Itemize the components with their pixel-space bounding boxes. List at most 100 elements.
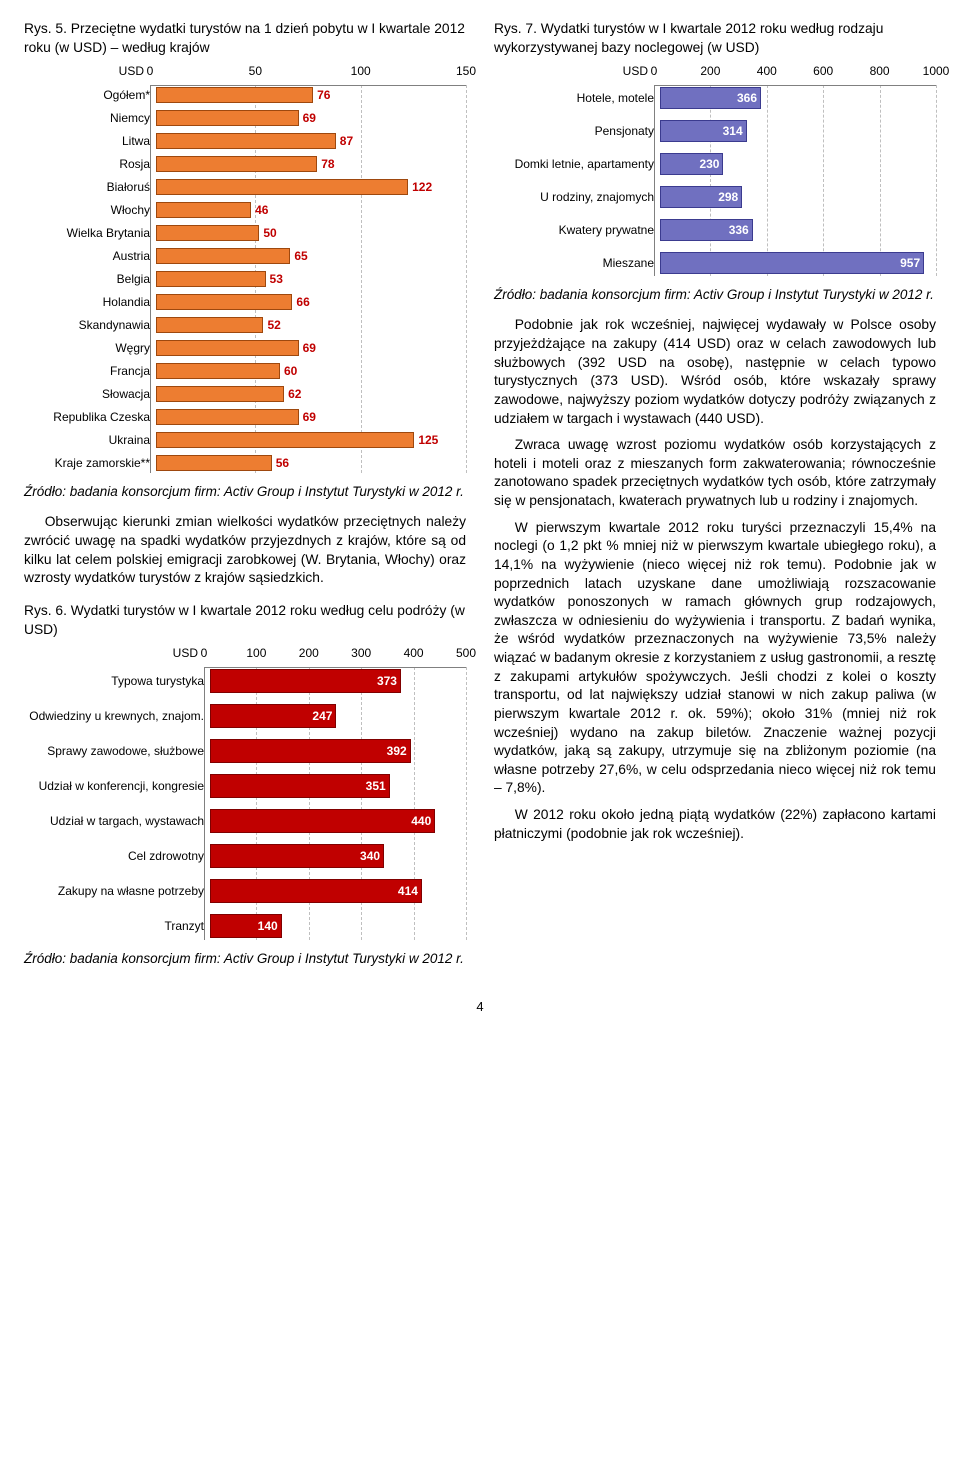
- bar-value-label: 50: [263, 225, 276, 241]
- bar: [156, 432, 414, 448]
- fig6-source: Źródło: badania konsorcjum firm: Activ G…: [24, 950, 466, 968]
- bar-row: Austria 65: [24, 246, 466, 266]
- bar-row: Zakupy na własne potrzeby414: [24, 877, 466, 905]
- bar-category-label: Ogółem*: [24, 89, 156, 102]
- bar-row: Udział w targach, wystawach440: [24, 807, 466, 835]
- bar-row: Rosja 78: [24, 154, 466, 174]
- bar: [210, 739, 411, 763]
- tick-label: 0: [201, 645, 208, 661]
- bar-category-label: Ukraina: [24, 434, 156, 447]
- bar-category-label: Austria: [24, 250, 156, 263]
- bar-row: Typowa turystyka373: [24, 667, 466, 695]
- bar-value-label: 392: [387, 743, 407, 759]
- bar-row: Hotele, motele 366: [494, 85, 936, 111]
- bar-row: Odwiedziny u krewnych, znajom.247: [24, 702, 466, 730]
- bar-value-label: 69: [303, 409, 316, 425]
- bar-category-label: Francja: [24, 365, 156, 378]
- bar-row: Sprawy zawodowe, służbowe 392: [24, 737, 466, 765]
- bar-value-label: 66: [296, 294, 309, 310]
- bar-row: Tranzyt 140: [24, 912, 466, 940]
- page-number: 4: [24, 998, 936, 1016]
- bar-value-label: 351: [366, 778, 386, 794]
- bar-category-label: Sprawy zawodowe, służbowe: [24, 745, 210, 758]
- right-para1: Podobnie jak rok wcześniej, najwięcej wy…: [494, 316, 936, 428]
- bar-category-label: Udział w targach, wystawach: [24, 815, 210, 828]
- bar-value-label: 78: [321, 156, 334, 172]
- bar: [156, 202, 251, 218]
- bar-category-label: Belgia: [24, 273, 156, 286]
- bar-category-label: Białoruś: [24, 181, 156, 194]
- bar-value-label: 122: [412, 179, 432, 195]
- bar-category-label: Hotele, motele: [494, 92, 660, 105]
- bar-row: Ogółem*76: [24, 85, 466, 105]
- bar-value-label: 53: [270, 271, 283, 287]
- bar-category-label: Wielka Brytania: [24, 227, 156, 240]
- bar-category-label: Niemcy: [24, 112, 156, 125]
- bar-value-label: 366: [737, 90, 757, 106]
- tick-label: 0: [147, 63, 154, 79]
- bar-row: U rodziny, znajomych298: [494, 184, 936, 210]
- bar-row: Ukraina 125: [24, 430, 466, 450]
- bar-value-label: 69: [303, 110, 316, 126]
- bar-category-label: Udział w konferencji, kongresie: [24, 780, 210, 793]
- bar-value-label: 56: [276, 455, 289, 471]
- bar-row: Kraje zamorskie**56: [24, 453, 466, 473]
- bar-category-label: Cel zdrowotny: [24, 850, 210, 863]
- bar: [156, 225, 259, 241]
- bar-category-label: Węgry: [24, 342, 156, 355]
- bar: [156, 110, 299, 126]
- axis-label: USD: [623, 63, 654, 79]
- bar-category-label: Rosja: [24, 158, 156, 171]
- bar-row: Belgia 53: [24, 269, 466, 289]
- right-para3: W pierwszym kwartale 2012 roku turyści p…: [494, 519, 936, 798]
- fig5-title: Rys. 5. Przeciętne wydatki turystów na 1…: [24, 20, 466, 57]
- tick-label: 600: [813, 63, 833, 79]
- bar-category-label: Domki letnie, apartamenty: [494, 158, 660, 171]
- bar-category-label: Tranzyt: [24, 920, 210, 933]
- tick-label: 500: [456, 645, 476, 661]
- fig6-chart: USD0100200300400500Typowa turystyka373Od…: [24, 645, 466, 940]
- bar-row: Litwa87: [24, 131, 466, 151]
- tick-label: 400: [404, 645, 424, 661]
- bar-row: Mieszane957: [494, 250, 936, 276]
- axis-label: USD: [173, 645, 204, 661]
- tick-label: 100: [246, 645, 266, 661]
- bar: [156, 386, 284, 402]
- right-para4: W 2012 roku około jedną piątą wydatków (…: [494, 806, 936, 843]
- tick-label: 150: [456, 63, 476, 79]
- bar-row: Domki letnie, apartamenty230: [494, 151, 936, 177]
- bar-value-label: 62: [288, 386, 301, 402]
- tick-label: 100: [351, 63, 371, 79]
- bar-category-label: Holandia: [24, 296, 156, 309]
- bar-value-label: 52: [267, 317, 280, 333]
- bar-row: Francja 60: [24, 361, 466, 381]
- right-para2: Zwraca uwagę wzrost poziomu wydatków osó…: [494, 436, 936, 511]
- bar: [156, 179, 408, 195]
- bar-value-label: 46: [255, 202, 268, 218]
- bar: [156, 455, 272, 471]
- bar-row: Pensjonaty314: [494, 118, 936, 144]
- bar-category-label: Republika Czeska: [24, 411, 156, 424]
- left-column: Rys. 5. Przeciętne wydatki turystów na 1…: [24, 20, 466, 980]
- bar: [210, 844, 384, 868]
- bar: [156, 87, 313, 103]
- bar: [156, 363, 280, 379]
- bar-value-label: 65: [294, 248, 307, 264]
- bar: [660, 252, 924, 274]
- bar-value-label: 298: [718, 189, 738, 205]
- bar-category-label: Litwa: [24, 135, 156, 148]
- bar-row: Republika Czeska 69: [24, 407, 466, 427]
- bar: [210, 879, 422, 903]
- bar-row: Węgry69: [24, 338, 466, 358]
- tick-label: 1000: [923, 63, 950, 79]
- fig5-source: Źródło: badania konsorcjum firm: Activ G…: [24, 483, 466, 501]
- tick-label: 300: [351, 645, 371, 661]
- bar-value-label: 414: [398, 883, 418, 899]
- bar-value-label: 140: [258, 918, 278, 934]
- bar: [210, 809, 435, 833]
- bar-value-label: 125: [418, 432, 438, 448]
- tick-label: 200: [700, 63, 720, 79]
- fig7-source: Źródło: badania konsorcjum firm: Activ G…: [494, 286, 936, 304]
- bar-value-label: 60: [284, 363, 297, 379]
- bar: [156, 248, 290, 264]
